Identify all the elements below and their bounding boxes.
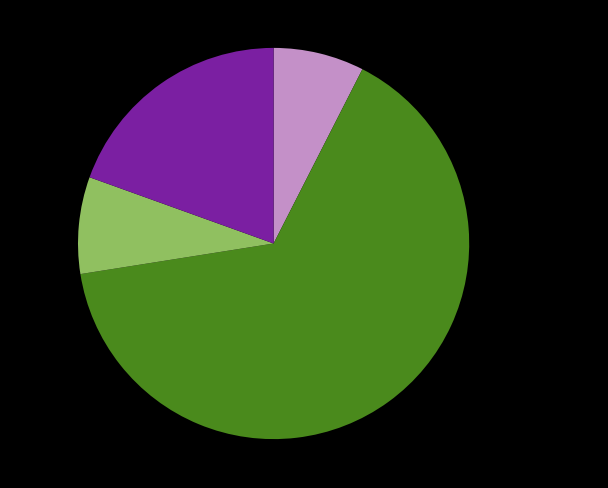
Wedge shape xyxy=(80,70,469,439)
Wedge shape xyxy=(89,49,274,244)
Wedge shape xyxy=(274,49,362,244)
Wedge shape xyxy=(78,178,274,275)
